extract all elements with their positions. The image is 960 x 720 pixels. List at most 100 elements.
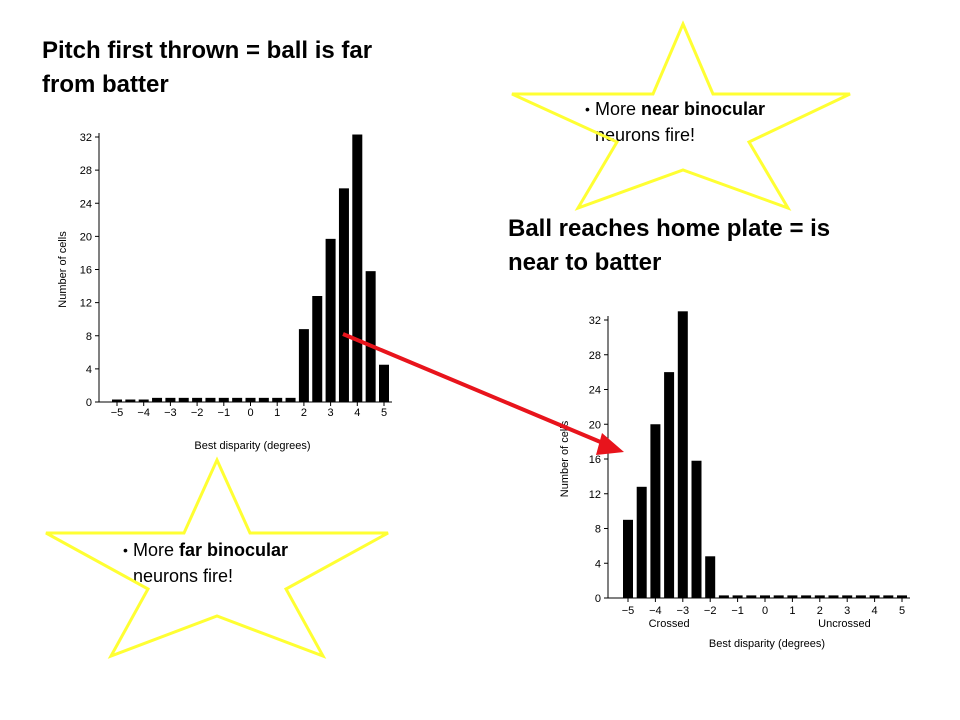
histogram-bar [325, 238, 336, 402]
heading-near: Ball reaches home plate = is near to bat… [508, 212, 830, 280]
x-tick-label: 3 [844, 605, 850, 617]
histogram-bar [125, 399, 136, 402]
callout-near-neurons: • More near binocular neurons fire! [585, 96, 766, 148]
x-tick-label: 0 [762, 605, 768, 617]
histogram-bar [814, 595, 825, 598]
histogram-bar [218, 397, 229, 402]
x-tick-label: 5 [381, 407, 387, 419]
histogram-bar [205, 397, 216, 402]
y-tick-label: 0 [86, 397, 92, 409]
histogram-bar [298, 329, 309, 402]
y-tick-label: 16 [589, 454, 601, 466]
histogram-bar [664, 372, 675, 598]
y-axis-label: Number of cells [57, 231, 69, 308]
histogram-bar [828, 595, 839, 598]
x-tick-label: 4 [354, 407, 360, 419]
heading-far: Pitch first thrown = ball is far from ba… [42, 34, 372, 102]
histogram-bar [705, 556, 716, 598]
histogram-bar [760, 595, 770, 598]
histogram-bar [869, 595, 880, 598]
y-axis-label: Number of cells [559, 420, 571, 497]
histogram-bar [138, 399, 149, 402]
histogram-bar [232, 397, 243, 402]
callout-near-bold: near binocular [641, 99, 766, 119]
histogram-bar [883, 595, 894, 598]
x-tick-label: −4 [137, 407, 150, 419]
y-tick-label: 4 [86, 364, 92, 376]
red-arrow [342, 332, 624, 455]
histogram-bar [787, 595, 798, 598]
x-tick-label: −3 [164, 407, 177, 419]
y-tick-label: 24 [589, 385, 601, 397]
y-tick-label: 12 [589, 489, 601, 501]
histogram-bar [732, 595, 743, 598]
x-tick-label: −1 [218, 407, 231, 419]
y-tick-label: 32 [589, 315, 601, 327]
y-tick-label: 8 [86, 331, 92, 343]
histogram-bar [338, 188, 349, 402]
heading-near-line2: near to batter [508, 249, 662, 276]
x-tick-label: 5 [899, 605, 905, 617]
x-tick-label: −4 [649, 605, 662, 617]
x-tick-label: 2 [817, 605, 823, 617]
histogram-bar [379, 364, 389, 402]
y-tick-label: 20 [589, 419, 601, 431]
histogram-bar [677, 311, 688, 598]
star-bottom-shape [45, 456, 389, 659]
histogram-bar [718, 595, 729, 598]
histogram-bar [192, 397, 203, 402]
x-tick-label: 1 [274, 407, 280, 419]
x-axis-label: Best disparity (degrees) [194, 440, 310, 452]
y-tick-label: 24 [80, 198, 92, 210]
histogram-bar [801, 595, 812, 598]
x-tick-label: 2 [301, 407, 307, 419]
histogram-bar [312, 296, 323, 402]
uncrossed-label: Uncrossed [818, 618, 871, 630]
y-tick-label: 8 [595, 524, 601, 536]
x-tick-label: −2 [191, 407, 204, 419]
star-top-shape [511, 20, 851, 211]
x-tick-label: 0 [247, 407, 253, 419]
x-tick-label: −2 [704, 605, 717, 617]
histogram-bar [855, 595, 866, 598]
callout-far-prefix: More [133, 540, 180, 560]
x-tick-label: 4 [872, 605, 878, 617]
y-tick-label: 20 [80, 231, 92, 243]
histogram-bar [178, 397, 189, 402]
histogram-bar [352, 134, 363, 402]
x-axis-label: Best disparity (degrees) [709, 638, 825, 650]
x-tick-label: −3 [677, 605, 690, 617]
x-tick-label: −1 [731, 605, 744, 617]
x-tick-label: −5 [111, 407, 124, 419]
heading-near-line1: Ball reaches home plate = is [508, 215, 831, 242]
histogram-bar [842, 595, 853, 598]
x-tick-label: 1 [789, 605, 795, 617]
callout-near-prefix: More [595, 99, 642, 119]
heading-far-line2: from batter [42, 71, 169, 98]
callout-near-line2: neurons fire! [595, 125, 696, 145]
histogram-bar [897, 595, 907, 598]
histogram-bar [112, 399, 122, 402]
histogram-bar [152, 397, 163, 402]
histogram-bar [258, 397, 269, 402]
x-tick-label: −5 [622, 605, 635, 617]
y-tick-label: 32 [80, 132, 92, 144]
histogram-bar [636, 486, 647, 598]
histogram-bar [691, 460, 702, 598]
y-tick-label: 0 [595, 593, 601, 605]
heading-far-line1: Pitch first thrown = ball is far [42, 37, 373, 64]
bullet-icon: • [123, 542, 128, 558]
histogram-bar [285, 397, 296, 402]
histogram-bar [746, 595, 757, 598]
histogram-bar [272, 397, 283, 402]
y-tick-label: 28 [80, 165, 92, 177]
histogram-bar [650, 424, 661, 598]
x-tick-label: 3 [328, 407, 334, 419]
histogram-bar [165, 397, 176, 402]
y-tick-label: 4 [595, 558, 601, 570]
callout-far-bold: far binocular [179, 540, 289, 560]
